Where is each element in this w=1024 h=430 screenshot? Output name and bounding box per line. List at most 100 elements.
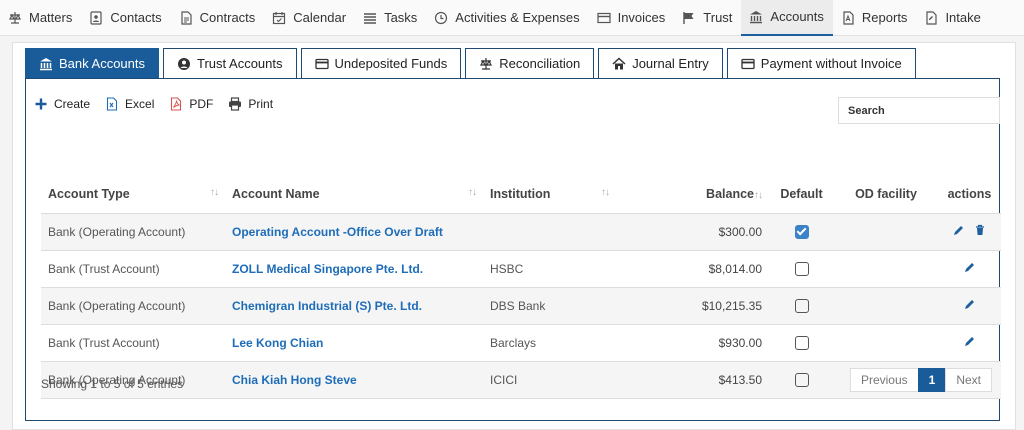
cell-institution: DBS Bank — [483, 287, 616, 325]
pdf-button[interactable]: PDF — [169, 97, 213, 111]
column-od-facility: OD facility — [834, 176, 938, 214]
cell-account-name[interactable]: Operating Account -Office Over Draft — [225, 213, 483, 251]
cell-account-type: Bank (Trust Account) — [41, 250, 225, 288]
cell-actions — [938, 287, 1001, 325]
flag-icon — [682, 11, 696, 25]
edit-icon[interactable] — [953, 224, 966, 237]
cell-default — [769, 250, 834, 288]
sort-icon: ↑↓ — [754, 190, 763, 202]
bank-accounts-table: Account Type ↑↓ Account Name ↑↓ Institutio… — [41, 176, 1001, 399]
nav-item-invoices[interactable]: Invoices — [589, 0, 675, 36]
cell-institution: Barclays — [483, 324, 616, 362]
cell-account-name[interactable]: ZOLL Medical Singapore Pte. Ltd. — [225, 250, 483, 288]
default-checkbox[interactable] — [794, 298, 809, 313]
table-row: Bank (Trust Account) Lee Kong Chian Barc… — [41, 324, 1001, 362]
trash-icon[interactable] — [973, 224, 986, 237]
excel-button[interactable]: Excel — [105, 97, 154, 111]
nav-label: Calendar — [293, 10, 347, 25]
scale-icon — [8, 11, 22, 25]
tab-reconciliation[interactable]: Reconciliation — [465, 48, 595, 78]
create-label: Create — [54, 97, 91, 111]
cell-default — [769, 361, 834, 399]
nav-item-trust[interactable]: Trust — [674, 0, 741, 36]
pdf-icon — [169, 97, 183, 111]
credit-card-icon — [314, 57, 329, 71]
cell-balance: $8,014.00 — [616, 250, 769, 288]
accounts-panel: Bank Accounts Trust Accounts Undeposited… — [12, 42, 1016, 430]
cell-actions — [938, 324, 1001, 362]
nav-item-activities[interactable]: Activities & Expenses — [426, 0, 588, 36]
cell-institution: ICICI — [483, 361, 616, 399]
nav-item-tasks[interactable]: Tasks — [355, 0, 426, 36]
cell-balance: $413.50 — [616, 361, 769, 399]
entries-info: Showing 1 to 5 of 5 entries — [41, 377, 184, 391]
tab-trust-accounts[interactable]: Trust Accounts — [163, 48, 297, 78]
pagination: Previous 1 Next — [849, 368, 992, 392]
toolbar: Create Excel PDF Print — [34, 97, 288, 111]
nav-item-matters[interactable]: Matters — [0, 0, 81, 36]
default-checkbox[interactable] — [794, 224, 809, 239]
home-icon — [612, 56, 626, 71]
nav-item-calendar[interactable]: Calendar — [264, 0, 355, 36]
next-page-button[interactable]: Next — [945, 368, 992, 392]
cell-account-name[interactable]: Lee Kong Chian — [225, 324, 483, 362]
cell-actions — [938, 213, 1001, 251]
tab-label: Payment without Invoice — [760, 56, 902, 71]
default-checkbox[interactable] — [794, 372, 809, 387]
default-checkbox[interactable] — [794, 335, 809, 350]
nav-label: Tasks — [384, 10, 418, 25]
tab-journal-entry[interactable]: Journal Entry — [598, 48, 723, 78]
cell-balance: $930.00 — [616, 324, 769, 362]
sort-icon: ↑↓ — [468, 187, 477, 199]
invoice-icon — [596, 11, 611, 25]
search-input[interactable] — [838, 97, 1000, 124]
excel-label: Excel — [125, 97, 155, 111]
plus-icon — [34, 97, 48, 111]
form-icon — [924, 10, 938, 25]
print-button[interactable]: Print — [228, 97, 273, 111]
default-checkbox[interactable] — [794, 261, 809, 276]
nav-item-contacts[interactable]: Contacts — [81, 0, 170, 36]
cell-od-facility — [834, 250, 938, 288]
nav-label: Trust — [703, 10, 733, 25]
column-institution[interactable]: Institution ↑↓ — [483, 176, 616, 214]
edit-icon[interactable] — [963, 335, 976, 348]
cell-institution — [483, 213, 616, 251]
tab-payment-without-invoice[interactable]: Payment without Invoice — [726, 48, 916, 78]
tab-undeposited-funds[interactable]: Undeposited Funds — [300, 48, 462, 78]
sort-icon: ↑↓ — [210, 187, 219, 199]
pdf-label: PDF — [189, 97, 214, 111]
cell-account-type: Bank (Operating Account) — [41, 213, 225, 251]
table-row: Bank (Operating Account) Chemigran Indus… — [41, 287, 1001, 325]
tab-bank-accounts[interactable]: Bank Accounts — [25, 48, 159, 78]
previous-page-button[interactable]: Previous — [849, 368, 919, 392]
column-balance[interactable]: Balance↑↓ — [616, 176, 769, 214]
table-header-row: Account Type ↑↓ Account Name ↑↓ Institutio… — [41, 176, 1001, 214]
pdf-file-icon — [841, 10, 855, 25]
tab-label: Reconciliation — [499, 56, 581, 71]
column-actions: actions — [938, 176, 1001, 214]
tab-label: Bank Accounts — [59, 56, 145, 71]
cell-account-name[interactable]: Chia Kiah Hong Steve — [225, 361, 483, 399]
create-button[interactable]: Create — [34, 97, 90, 111]
nav-item-intake[interactable]: Intake — [916, 0, 989, 36]
edit-icon[interactable] — [963, 261, 976, 274]
cell-default — [769, 324, 834, 362]
cell-account-name[interactable]: Chemigran Industrial (S) Pte. Ltd. — [225, 287, 483, 325]
cell-actions — [938, 250, 1001, 288]
nav-label: Contracts — [199, 10, 256, 25]
cell-account-type: Bank (Operating Account) — [41, 361, 225, 399]
column-account-name[interactable]: Account Name ↑↓ — [225, 176, 483, 214]
cell-default — [769, 287, 834, 325]
excel-icon — [105, 97, 119, 111]
column-account-type[interactable]: Account Type ↑↓ — [41, 176, 225, 214]
nav-item-contracts[interactable]: Contracts — [171, 0, 265, 36]
cell-od-facility — [834, 213, 938, 251]
nav-item-reports[interactable]: Reports — [833, 0, 917, 36]
cell-account-type: Bank (Trust Account) — [41, 324, 225, 362]
table-row: Bank (Operating Account) Operating Accou… — [41, 213, 1001, 251]
page-1-button[interactable]: 1 — [917, 368, 947, 392]
nav-item-accounts[interactable]: Accounts — [741, 0, 833, 36]
column-default: Default — [769, 176, 834, 214]
edit-icon[interactable] — [963, 298, 976, 311]
